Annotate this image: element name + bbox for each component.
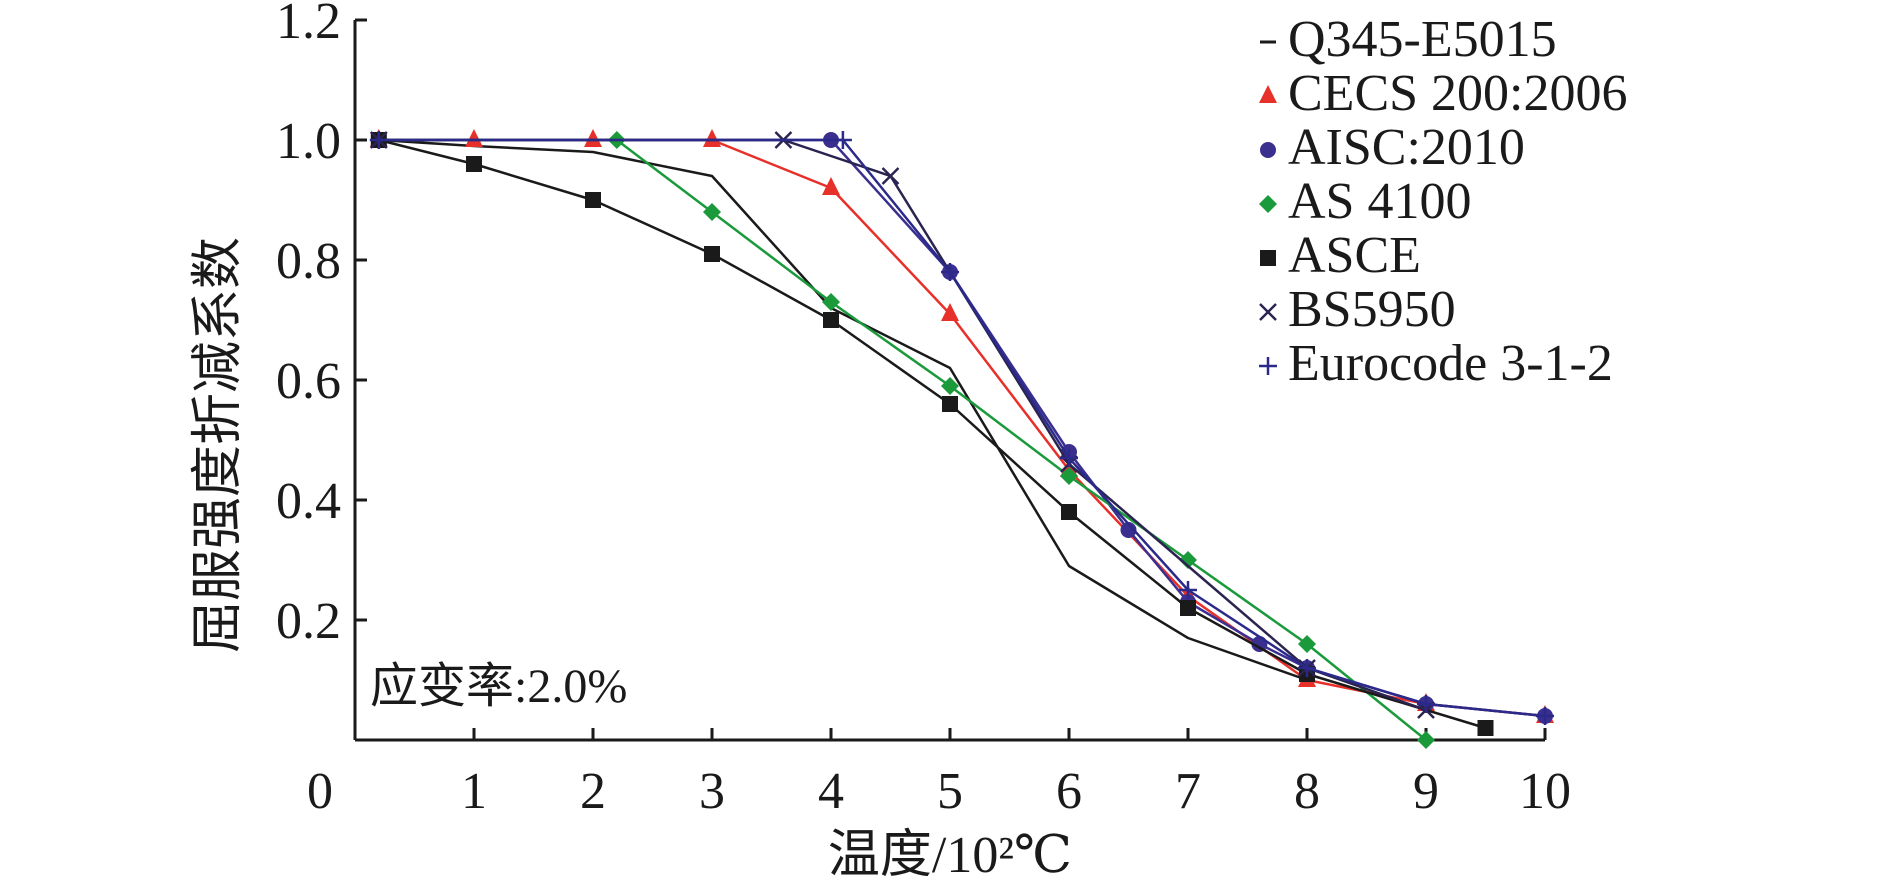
x-tick-label: 10 (1519, 763, 1571, 820)
series-line-bs5950 (378, 138, 1427, 712)
legend-marker (1260, 142, 1276, 158)
legend-label: AS 4100 (1288, 173, 1471, 230)
data-point (941, 263, 959, 281)
data-point (822, 293, 840, 311)
y-tick-label: 0.4 (276, 473, 341, 530)
x-axis-title: 温度/10²℃ (828, 827, 1072, 881)
data-point (1180, 600, 1196, 616)
y-axis-title: 屈服强度折减系数 (190, 237, 247, 653)
series-layer (369, 129, 1554, 749)
data-point (881, 167, 900, 185)
legend-item: Eurocode 3-1-2 (1259, 335, 1613, 392)
x-tick-label: 6 (1056, 763, 1082, 820)
data-point (1536, 707, 1554, 725)
data-point (941, 377, 959, 395)
data-point (1298, 635, 1316, 653)
legend-item: AISC:2010 (1260, 119, 1525, 176)
legend-item: BS5950 (1259, 281, 1456, 338)
series-q345-e5015 (378, 138, 1308, 682)
legend-item: AS 4100 (1259, 173, 1471, 230)
legend-label: AISC:2010 (1288, 119, 1525, 176)
data-point (703, 129, 721, 147)
data-point (833, 131, 852, 149)
data-point (942, 396, 958, 412)
y-tick-label: 0.2 (276, 593, 341, 650)
series-line-eurocode-3-1-2 (378, 138, 1546, 718)
data-point (466, 156, 482, 172)
y-tick-label: 0.6 (276, 353, 341, 410)
data-point (1179, 551, 1197, 569)
y-tick-label: 0.8 (276, 233, 341, 290)
legend-item: CECS 200:2006 (1259, 65, 1628, 122)
data-point (1179, 581, 1197, 599)
data-point (465, 129, 483, 147)
x-tick-label: 0 (307, 763, 333, 820)
x-tick-label: 5 (937, 763, 963, 820)
legend-label: BS5950 (1288, 281, 1456, 338)
legend-label: Q345-E5015 (1288, 11, 1557, 68)
x-tick-label: 7 (1175, 763, 1201, 820)
data-point (703, 203, 721, 221)
data-point (1060, 449, 1078, 467)
data-point (1477, 720, 1494, 736)
x-tick-label: 9 (1413, 763, 1439, 820)
series-line-asce (378, 138, 1486, 730)
data-point (585, 192, 601, 208)
legend-item: Q345-E5015 (1260, 11, 1557, 68)
data-point (823, 312, 839, 328)
series-eurocode-3-1-2 (369, 131, 1554, 725)
data-point (584, 129, 602, 147)
legend-marker (1259, 195, 1277, 213)
series-as-4100 (369, 131, 1435, 749)
x-tick-label: 1 (461, 763, 487, 820)
legend-marker (1259, 303, 1277, 321)
x-tick-label: 4 (818, 763, 844, 820)
legend-marker (1259, 85, 1277, 103)
data-point (1120, 522, 1137, 538)
series-asce (370, 132, 1494, 736)
data-point (369, 131, 388, 149)
legend-label: ASCE (1288, 227, 1421, 284)
x-tick-label: 3 (699, 763, 725, 820)
legend-marker (1260, 250, 1276, 266)
data-point (1417, 695, 1435, 713)
axes: 0 1 2 3 4 5 6 7 8 9 10 0.2 0.4 0.6 0.8 1.0 1.2 (276, 0, 1571, 820)
legend-marker (1259, 357, 1277, 375)
data-point (704, 246, 720, 262)
x-tick-label: 8 (1294, 763, 1320, 820)
y-tick-label: 1.0 (276, 113, 341, 170)
legend-item: ASCE (1260, 227, 1421, 284)
legend-label: CECS 200:2006 (1288, 65, 1628, 122)
data-point (1060, 467, 1078, 485)
strain-rate-annotation: 应变率:2.0% (370, 660, 627, 713)
data-point (941, 303, 959, 321)
y-tick-label: 1.2 (276, 0, 341, 50)
data-point (1417, 731, 1435, 749)
data-point (822, 177, 840, 195)
series-line-q345-e5015 (378, 138, 1308, 682)
x-tick-label: 2 (580, 763, 606, 820)
data-point (1061, 504, 1077, 520)
data-point (1298, 659, 1316, 677)
legend-label: Eurocode 3-1-2 (1288, 335, 1613, 392)
